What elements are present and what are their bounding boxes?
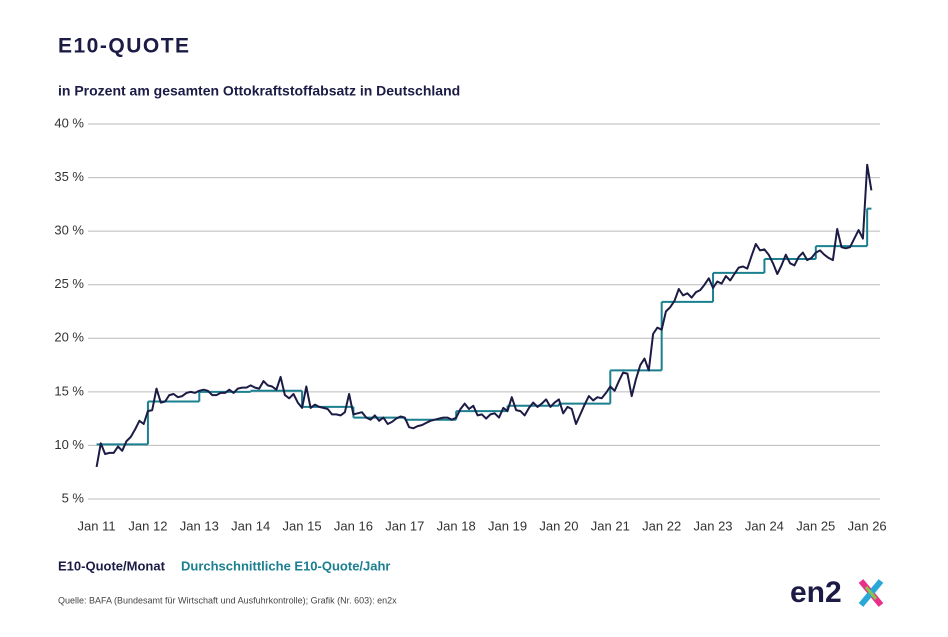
y-tick-label: 35 % bbox=[54, 169, 84, 184]
x-tick-label: Jan 20 bbox=[539, 518, 578, 533]
logo: en2 bbox=[790, 576, 884, 609]
monthly-line bbox=[95, 163, 873, 468]
y-tick-label: 15 % bbox=[54, 383, 84, 398]
x-tick-label: Jan 16 bbox=[334, 518, 373, 533]
x-tick-label: Jan 26 bbox=[848, 518, 887, 533]
x-tick-label: Jan 13 bbox=[180, 518, 219, 533]
chart-title: E10-QUOTE bbox=[58, 35, 191, 58]
x-tick-label: Jan 17 bbox=[385, 518, 424, 533]
x-tick-label: Jan 14 bbox=[231, 518, 270, 533]
y-tick-label: 20 % bbox=[54, 330, 84, 345]
x-tick-label: Jan 11 bbox=[78, 518, 116, 533]
x-tick-label: Jan 22 bbox=[642, 518, 681, 533]
x-tick-label: Jan 25 bbox=[796, 518, 835, 533]
y-tick-label: 10 % bbox=[54, 437, 84, 452]
x-tick-label: Jan 19 bbox=[488, 518, 527, 533]
x-tick-label: Jan 15 bbox=[283, 518, 322, 533]
legend-label: Durchschnittliche E10-Quote/Jahr bbox=[181, 558, 391, 573]
x-tick-label: Jan 21 bbox=[591, 518, 630, 533]
logo-x bbox=[864, 586, 878, 600]
x-tick-label: Jan 12 bbox=[128, 518, 167, 533]
source: Quelle: BAFA (Bundesamt für Wirtschaft u… bbox=[58, 595, 397, 605]
y-tick-label: 25 % bbox=[54, 276, 84, 291]
chart-subtitle: in Prozent am gesamten Ottokraftstoffabs… bbox=[58, 83, 460, 99]
y-tick-label: 40 % bbox=[54, 115, 84, 130]
x-tick-label: Jan 23 bbox=[694, 518, 733, 533]
x-tick-label: Jan 24 bbox=[745, 518, 784, 533]
x-tick-label: Jan 18 bbox=[437, 518, 476, 533]
y-tick-label: 5 % bbox=[62, 490, 85, 505]
legend-label: E10-Quote/Monat bbox=[58, 558, 166, 573]
y-tick-label: 30 % bbox=[54, 223, 84, 238]
logo-text: en2 bbox=[790, 576, 842, 609]
